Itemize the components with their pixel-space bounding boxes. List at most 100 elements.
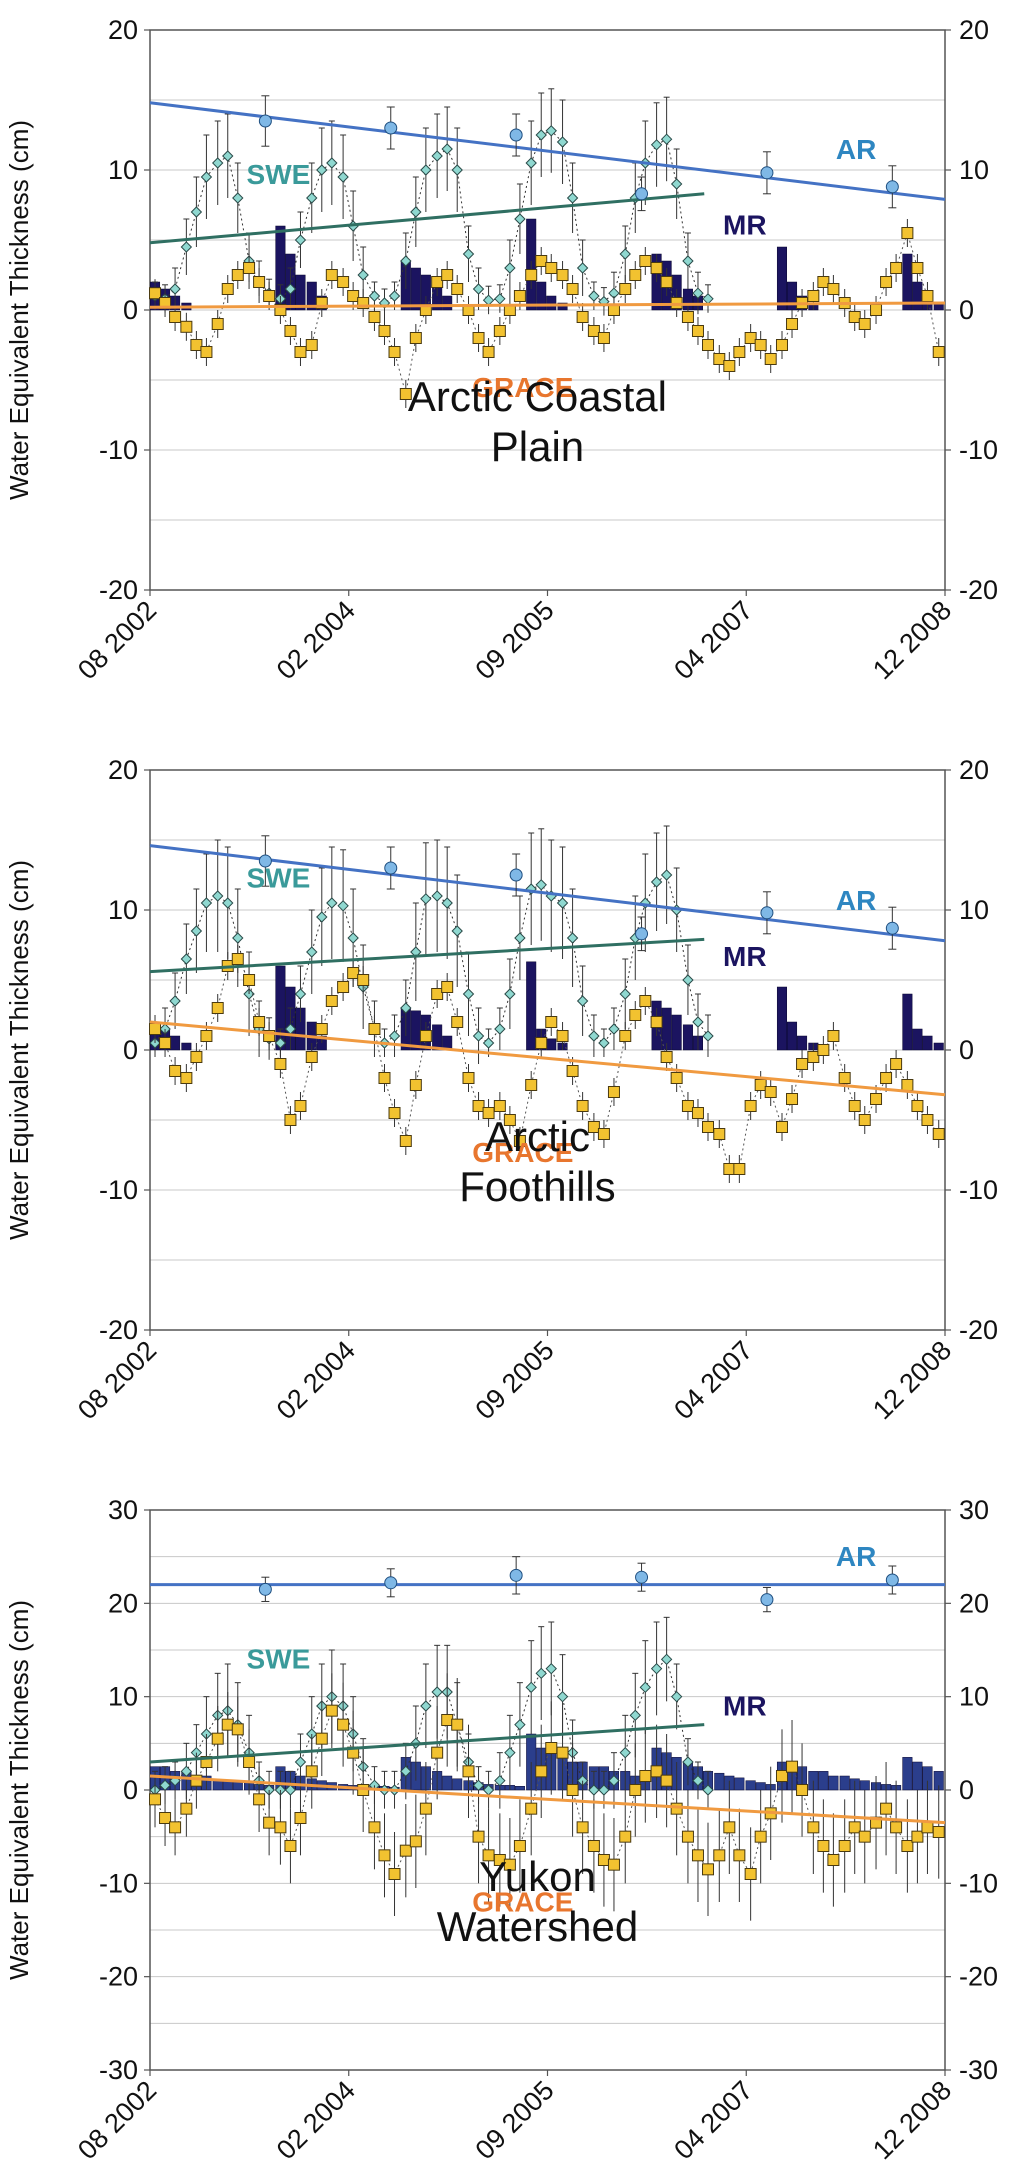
swe-point: [650, 139, 663, 151]
grace-point: [786, 1093, 799, 1105]
swe-label: SWE: [247, 1644, 311, 1675]
grace-point: [211, 1732, 224, 1745]
grace-point: [190, 1774, 203, 1787]
swe-point: [169, 995, 181, 1007]
grace-point: [200, 346, 213, 358]
swe-point: [682, 1756, 694, 1768]
mr-bar: [859, 1780, 870, 1791]
grace-point: [409, 332, 422, 344]
grace-point: [535, 255, 548, 267]
grace-point: [284, 1840, 297, 1852]
mr-bar: [734, 1777, 745, 1791]
grace-point: [472, 1100, 485, 1112]
swe-point: [556, 1690, 569, 1703]
swe-point: [608, 1774, 620, 1787]
grace-point: [368, 1023, 381, 1035]
x-tick-label: 08 2002: [72, 595, 162, 685]
swe-point: [462, 248, 475, 260]
grace-point: [388, 1107, 401, 1119]
y-tick-label-right: 0: [959, 1035, 974, 1065]
grace-point: [149, 1793, 162, 1806]
ar-point: [885, 180, 899, 194]
mr-bar: [432, 1024, 443, 1051]
swe-point: [431, 890, 443, 902]
grace-point: [702, 1863, 715, 1876]
grace-point: [221, 1718, 234, 1731]
grace-point: [639, 1770, 652, 1782]
swe-point: [482, 294, 495, 306]
grace-point: [556, 269, 569, 281]
grace-point: [775, 1121, 788, 1133]
grace-point: [243, 1756, 256, 1768]
grace-point: [253, 276, 266, 288]
swe-point: [420, 1700, 432, 1712]
y-tick-label-left: 30: [108, 1495, 138, 1525]
grace-point: [890, 262, 903, 274]
grace-point: [190, 339, 203, 351]
swe-trend-line: [149, 1723, 705, 1764]
grace-point: [231, 953, 244, 965]
grace-point: [347, 290, 360, 302]
grace-point: [566, 283, 579, 295]
grace-point: [525, 269, 538, 281]
y-tick-label-right: 10: [959, 1682, 989, 1712]
mr-bar: [828, 1775, 839, 1791]
grace-trend-line: [149, 1774, 946, 1825]
grace-point: [870, 304, 883, 316]
grace-label: GRACE: [472, 372, 573, 403]
ar-trend-line: [149, 844, 946, 943]
grace-point: [315, 297, 328, 309]
mr-bar: [902, 993, 913, 1051]
mr-bar: [902, 1757, 913, 1791]
mr-bar: [526, 961, 537, 1051]
grace-point: [263, 290, 276, 302]
grace-point: [253, 1016, 266, 1028]
grace-point: [858, 318, 871, 330]
swe-point: [494, 1023, 506, 1035]
grace-point: [597, 1128, 610, 1140]
grace-point: [431, 276, 444, 288]
grace-point: [848, 1100, 861, 1112]
grace-point: [180, 1802, 193, 1815]
swe-point: [494, 293, 506, 305]
grace-point: [576, 1821, 589, 1834]
swe-point: [284, 283, 297, 295]
grace-point: [294, 1812, 307, 1824]
grace-point: [513, 1135, 526, 1147]
x-tick-label: 02 2004: [271, 2075, 361, 2163]
grace-label: GRACE: [472, 1886, 573, 1917]
swe-point: [639, 1681, 652, 1694]
grace-point: [441, 981, 454, 993]
x-tick-label: 02 2004: [271, 1335, 361, 1425]
grace-point: [535, 1765, 548, 1778]
y-tick-label-left: -20: [99, 1315, 138, 1345]
swe-point: [400, 1765, 412, 1778]
grace-point: [911, 262, 924, 274]
mr-bar: [546, 1038, 557, 1051]
swe-point: [619, 248, 631, 260]
grace-point: [597, 332, 610, 344]
grace-point: [587, 1121, 600, 1133]
y-tick-label-right: 30: [959, 1495, 989, 1525]
grace-point: [399, 1135, 412, 1147]
grace-point: [503, 1858, 516, 1871]
grace-point: [890, 1058, 903, 1070]
grace-point: [451, 283, 464, 295]
swe-point: [504, 1746, 516, 1759]
swe-point: [682, 974, 694, 986]
grace-point: [294, 346, 307, 358]
grace-point: [556, 1030, 569, 1042]
y-tick-label-right: 20: [959, 755, 989, 785]
y-tick-label-right: 10: [959, 895, 989, 925]
grace-point: [378, 1849, 391, 1862]
ar-point: [635, 187, 649, 201]
grace-point: [932, 346, 945, 358]
x-tick-label: 12 2008: [867, 2075, 957, 2163]
ar-point: [384, 121, 398, 135]
y-tick-label-left: -30: [99, 2055, 138, 2085]
mr-bar: [714, 1772, 725, 1791]
grace-point: [901, 1840, 914, 1852]
grace-point: [566, 1784, 579, 1796]
grace-point: [243, 974, 256, 986]
grace-point: [378, 325, 391, 337]
